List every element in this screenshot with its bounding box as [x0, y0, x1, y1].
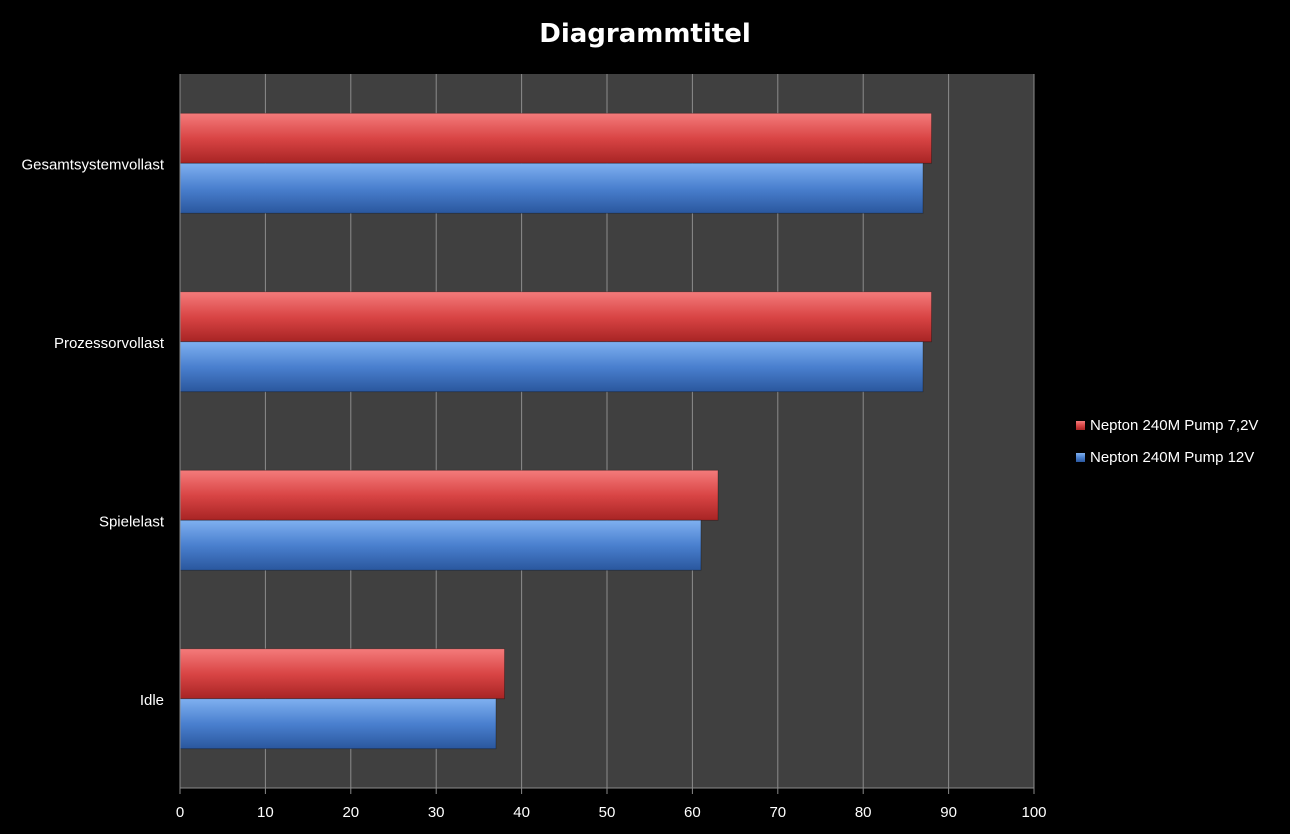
- x-tick-label: 90: [940, 804, 957, 821]
- category-label-spielelast: Spielelast: [99, 513, 165, 530]
- bar-nepton-240m-pump-7-2v-spielelast: [179, 469, 719, 521]
- legend-label: Nepton 240M Pump 12V: [1090, 449, 1254, 466]
- x-tick-label: 40: [513, 804, 530, 821]
- bar-nepton-240m-pump-7-2v-gesamtsystemvollast: [179, 112, 932, 164]
- legend-swatch-nepton-240m-pump-7-2v: [1076, 421, 1085, 430]
- legend: Nepton 240M Pump 7,2V Nepton 240M Pump 12…: [1076, 417, 1258, 466]
- x-tick-label: 20: [342, 804, 359, 821]
- bar-nepton-240m-pump-12v-idle: [179, 698, 497, 750]
- category-label-gesamtsystemvollast: Gesamtsystemvollast: [21, 156, 164, 173]
- x-tick-labels: 0 10 20 30 40 50 60 70 80 90 100: [176, 788, 1047, 821]
- category-label-idle: Idle: [140, 692, 164, 709]
- x-tick-label: 60: [684, 804, 701, 821]
- bar-nepton-240m-pump-7-2v-prozessorvollast: [179, 291, 932, 343]
- x-tick-label: 10: [257, 804, 274, 821]
- bar-nepton-240m-pump-12v-prozessorvollast: [179, 341, 924, 393]
- chart-title: Diagrammtitel: [539, 19, 751, 49]
- bar-nepton-240m-pump-12v-spielelast: [179, 519, 702, 571]
- legend-label: Nepton 240M Pump 7,2V: [1090, 417, 1258, 434]
- x-tick-label: 100: [1021, 804, 1046, 821]
- category-labels: Idle Spielelast Prozessorvollast Gesamtsyst…: [21, 156, 164, 709]
- x-tick-label: 30: [428, 804, 445, 821]
- bar-nepton-240m-pump-12v-gesamtsystemvollast: [179, 162, 924, 214]
- x-tick-label: 70: [769, 804, 786, 821]
- x-tick-label: 50: [599, 804, 616, 821]
- x-tick-label: 80: [855, 804, 872, 821]
- bar-nepton-240m-pump-7-2v-idle: [179, 648, 505, 700]
- x-tick-label: 0: [176, 804, 184, 821]
- category-label-prozessorvollast: Prozessorvollast: [54, 335, 165, 352]
- legend-swatch-nepton-240m-pump-12v: [1076, 453, 1085, 462]
- bars: [179, 112, 932, 750]
